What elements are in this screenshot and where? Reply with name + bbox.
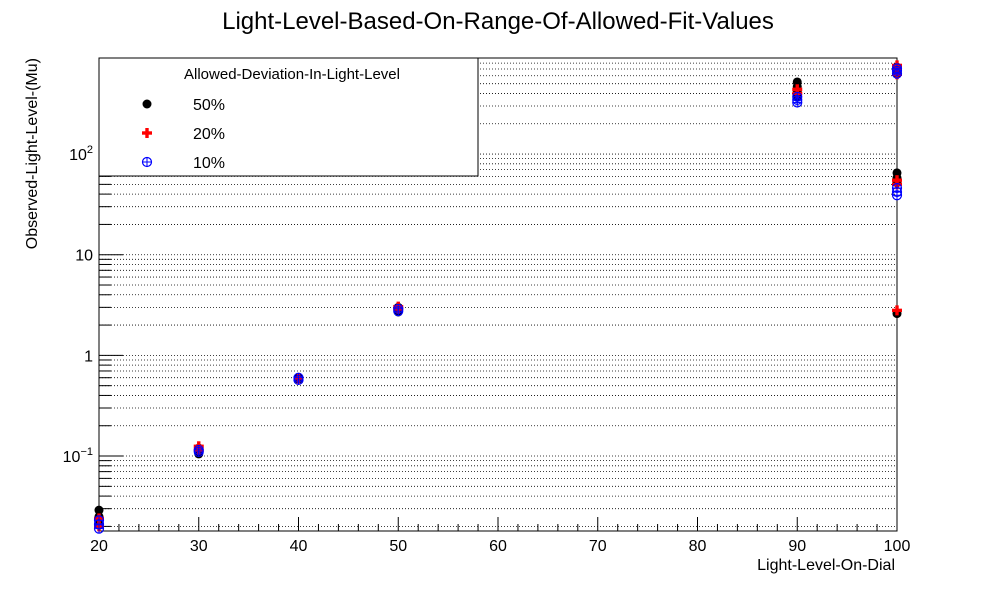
- data-point: [891, 68, 903, 79]
- chart-title: Light-Level-Based-On-Range-Of-Allowed-Fi…: [222, 8, 774, 35]
- data-point: [193, 446, 204, 457]
- x-tick-label: 60: [489, 538, 507, 555]
- data-point: [892, 305, 902, 316]
- y-tick-label: 1: [84, 348, 93, 365]
- data-point: [792, 97, 803, 108]
- legend-marker: [142, 99, 152, 109]
- legend-title: Allowed-Deviation-In-Light-Level: [184, 66, 400, 83]
- data-point: [94, 505, 104, 515]
- legend-marker: [141, 156, 153, 168]
- x-tick-label: 90: [788, 538, 806, 555]
- x-tick-label: 50: [389, 538, 407, 555]
- y-axis-label: Observed-Light-Level-(Mu): [24, 58, 41, 249]
- legend-marker: [142, 128, 152, 138]
- legend-box: [98, 57, 479, 177]
- x-tick-label: 40: [290, 538, 308, 555]
- legend: Allowed-Deviation-In-Light-Level 50% 20% 10…: [98, 57, 479, 177]
- x-tick-label: 20: [90, 538, 108, 555]
- data-points: [93, 60, 903, 534]
- legend-entry-label: 50%: [193, 97, 225, 114]
- axes: 10−1 1 10 102 20 30 40 50 60 70 80 90 100: [63, 57, 911, 555]
- data-point-v: [895, 305, 899, 316]
- y-tick-label: 10: [75, 248, 93, 265]
- x-tick-label: 70: [589, 538, 607, 555]
- x-tick-label: 80: [689, 538, 707, 555]
- x-tick-label: 100: [884, 538, 911, 555]
- y-tick-label: 10−1: [63, 446, 93, 466]
- data-point: [293, 374, 304, 386]
- legend-entry-label: 20%: [193, 126, 225, 143]
- x-axis-label: Light-Level-On-Dial: [757, 557, 895, 574]
- legend-entry-label: 10%: [193, 155, 225, 172]
- data-point: [393, 306, 404, 317]
- legend-marker-v: [145, 128, 149, 138]
- series-2: [93, 63, 903, 534]
- x-tick-label: 30: [190, 538, 208, 555]
- y-tick-label: 102: [69, 144, 93, 164]
- data-point: [891, 190, 903, 201]
- data-point: [93, 523, 105, 534]
